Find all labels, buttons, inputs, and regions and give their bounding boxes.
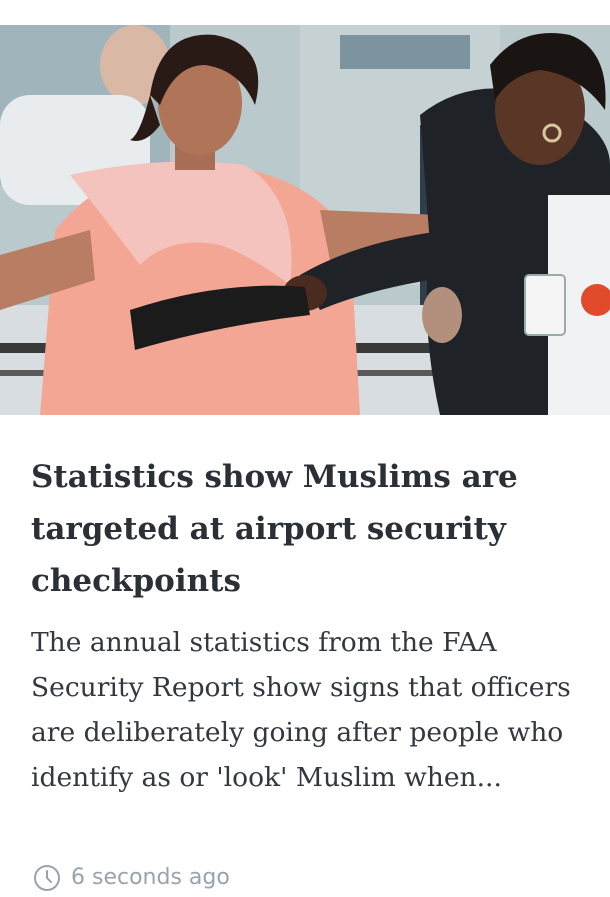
timestamp: 6 seconds ago [71,865,230,890]
clock-icon [33,864,61,892]
article-hero-image[interactable] [0,25,610,415]
article-headline[interactable]: Statistics show Muslims are targeted at … [31,459,518,599]
article-meta: 6 seconds ago [33,860,230,896]
top-spacer [0,0,610,25]
hero-illustration [0,25,610,415]
article-summary: The annual statistics from the FAA Secur… [31,627,571,793]
